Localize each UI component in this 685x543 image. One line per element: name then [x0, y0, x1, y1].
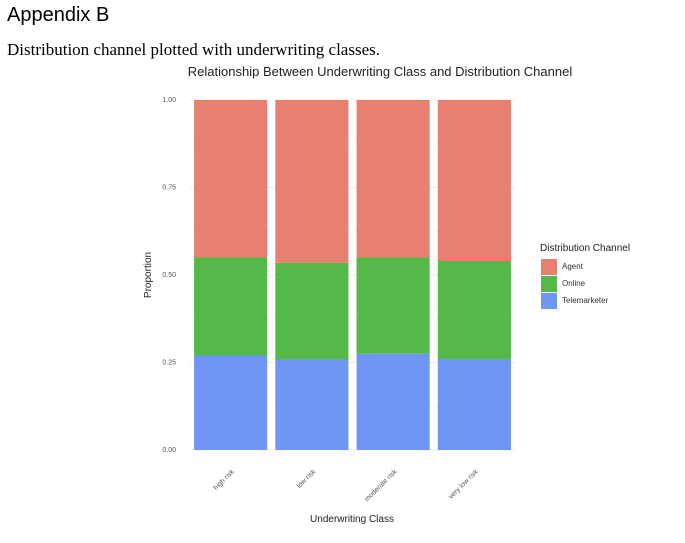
legend-swatch-online: [541, 276, 557, 292]
appendix-heading: Appendix B: [7, 4, 110, 26]
bar-segment-telemarketer: [437, 359, 511, 450]
figure-caption: Distribution channel plotted with underw…: [7, 40, 380, 59]
y-tick-label: 1.00: [162, 97, 176, 104]
bars: [194, 100, 511, 450]
legend-swatch-telemarketer: [541, 293, 557, 309]
y-tick-label: 0.00: [162, 447, 176, 454]
legend-item-label: Agent: [562, 262, 584, 271]
bar-segment-telemarketer: [275, 359, 349, 450]
x-tick-label: moderate risk: [364, 468, 399, 503]
bar-segment-agent: [275, 100, 349, 263]
y-tick-label: 0.75: [162, 185, 176, 192]
x-axis-ticks: high risk low risk moderate risk very low r…: [213, 468, 480, 503]
y-axis-ticks: 0.00 0.25 0.50 0.75 1.00: [162, 97, 176, 454]
y-axis-label: Proportion: [143, 252, 154, 298]
legend-item-label: Telemarketer: [562, 296, 609, 305]
x-tick-label: high risk: [213, 468, 237, 492]
bar-segment-online: [275, 262, 349, 359]
bar-segment-agent: [356, 100, 430, 258]
legend-swatch-agent: [541, 259, 557, 275]
x-axis-label: Underwriting Class: [310, 514, 394, 525]
bar-segment-telemarketer: [356, 353, 430, 450]
x-tick-label: very low risk: [448, 468, 481, 501]
legend: Distribution Channel Agent Online Telemark…: [540, 243, 630, 309]
legend-item-label: Online: [562, 279, 586, 288]
y-tick-label: 0.25: [162, 360, 176, 367]
bar-segment-online: [356, 257, 430, 354]
bar-segment-agent: [194, 100, 268, 258]
x-tick-label: low risk: [296, 468, 318, 490]
y-tick-label: 0.50: [162, 272, 176, 279]
bar-segment-agent: [437, 100, 511, 261]
chart-title: Relationship Between Underwriting Class …: [188, 64, 573, 79]
bar-segment-online: [437, 261, 511, 359]
legend-title: Distribution Channel: [540, 243, 630, 254]
bar-segment-telemarketer: [194, 355, 268, 450]
bar-segment-online: [194, 257, 268, 356]
